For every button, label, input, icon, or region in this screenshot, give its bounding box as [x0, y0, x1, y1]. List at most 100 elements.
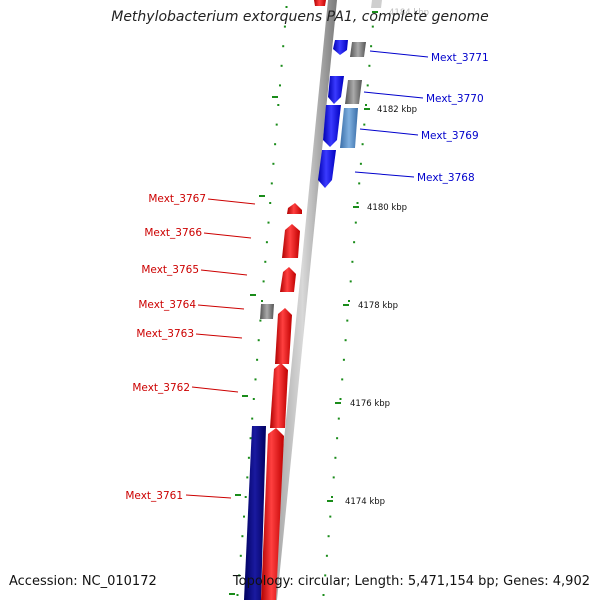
ruler-dot — [262, 280, 265, 283]
ruler-dot — [370, 45, 373, 48]
ruler-dot — [277, 104, 280, 106]
ruler-dot — [356, 202, 359, 204]
ruler-dots-inner — [236, 6, 288, 596]
ruler-dot — [251, 417, 254, 420]
genome-backbone — [268, 0, 337, 600]
ruler-dot — [282, 45, 285, 48]
ruler-major-ticks — [229, 11, 378, 595]
ruler-dot — [327, 535, 330, 538]
ruler-label-4182: 4182 kbp — [377, 105, 417, 115]
ruler-dot — [332, 476, 335, 479]
ruler-dot — [366, 84, 369, 87]
gene-mext-3764[interactable] — [260, 304, 274, 319]
topology-text: Topology: circular; Length: 5,471,154 bp… — [232, 574, 590, 589]
ruler-label-4184: 4184 kbp — [389, 8, 429, 18]
gene-mext-3762[interactable] — [270, 363, 288, 428]
ruler-dot — [283, 25, 286, 28]
ruler-dot — [267, 221, 270, 224]
gene-mext-3767[interactable] — [287, 203, 302, 214]
ruler-label-4176: 4176 kbp — [350, 399, 390, 409]
label-mext-3763[interactable]: Mext_3763 — [136, 328, 194, 340]
large-feature-block — [244, 426, 266, 600]
ruler-dot — [359, 162, 362, 165]
ruler-dot — [241, 535, 244, 538]
gene-mext-3769-b[interactable] — [340, 108, 358, 148]
ruler-dot — [280, 64, 283, 67]
ruler-dot — [353, 241, 356, 244]
ruler-dot — [334, 456, 337, 459]
ruler-dot — [238, 574, 241, 577]
gene-mext-3769[interactable] — [323, 105, 341, 147]
gene-mext-3761[interactable] — [261, 428, 284, 600]
ruler-dot — [279, 84, 281, 87]
ruler-label-4178: 4178 kbp — [358, 301, 398, 311]
ruler-dot — [247, 456, 250, 459]
gene-gray-top — [371, 0, 382, 8]
ruler-dot — [322, 594, 325, 596]
gene-top-partial[interactable] — [314, 0, 326, 6]
ruler-dots-outer — [322, 6, 376, 596]
label-mext-3767[interactable]: Mext_3767 — [148, 193, 206, 205]
genome-title: Methylobacterium extorquens PA1, complet… — [111, 9, 489, 25]
gene-mext-3766[interactable] — [282, 224, 300, 258]
label-mext-3770[interactable]: Mext_3770 — [426, 93, 484, 105]
ruler-dot — [246, 476, 249, 479]
label-mext-3765[interactable]: Mext_3765 — [141, 264, 199, 276]
label-mext-3771[interactable]: Mext_3771 — [431, 52, 489, 64]
ruler-dot — [358, 182, 361, 185]
ruler-dot — [264, 260, 267, 263]
gene-mext-3771[interactable] — [333, 40, 348, 55]
ruler-dot — [342, 358, 345, 361]
ruler-dot — [368, 64, 371, 67]
ruler-dot — [348, 300, 350, 302]
gene-mext-3765[interactable] — [280, 267, 296, 292]
uncharacterized-genes — [260, 0, 382, 319]
label-mext-3761[interactable]: Mext_3761 — [125, 490, 183, 502]
ruler-dot — [336, 437, 339, 440]
gene-gray-3770[interactable] — [345, 80, 362, 104]
ruler-dot — [259, 319, 262, 322]
gene-gray-3771[interactable] — [350, 42, 366, 57]
ruler-label-4180: 4180 kbp — [367, 203, 407, 213]
ruler-dot — [344, 339, 347, 342]
accession-text: Accession: NC_010172 — [9, 574, 157, 589]
ruler-dot — [331, 496, 333, 498]
ruler-dot — [239, 554, 242, 557]
ruler-dot — [243, 515, 245, 518]
label-mext-3766[interactable]: Mext_3766 — [144, 227, 202, 239]
ruler-dot — [257, 339, 260, 342]
ruler-dot — [269, 202, 272, 204]
ruler-dot — [274, 143, 277, 146]
label-mext-3764[interactable]: Mext_3764 — [138, 299, 196, 311]
ruler-dot — [351, 260, 354, 263]
label-mext-3762[interactable]: Mext_3762 — [132, 382, 190, 394]
ruler-label-4174: 4174 kbp — [345, 497, 385, 507]
ruler-dot — [325, 554, 328, 557]
ruler-dot — [265, 241, 268, 244]
gene-mext-3770[interactable] — [328, 76, 344, 104]
ruler-dot — [254, 378, 257, 381]
ruler-dot — [349, 280, 352, 283]
ruler-dot — [285, 6, 288, 8]
ruler-dot — [371, 25, 374, 28]
label-mext-3769[interactable]: Mext_3769 — [421, 130, 479, 142]
ruler-dot — [346, 319, 349, 322]
ruler-dot — [249, 437, 252, 440]
ruler-dot — [337, 417, 340, 420]
ruler-labels: 4184 kbp 4182 kbp 4180 kbp 4178 kbp 4176… — [345, 8, 429, 507]
ruler-dot — [329, 515, 332, 518]
label-mext-3768[interactable]: Mext_3768 — [417, 172, 475, 184]
gene-mext-3768[interactable] — [318, 150, 336, 188]
ruler-dot — [270, 182, 273, 185]
ruler-dot — [275, 123, 278, 126]
ruler-dot — [365, 104, 367, 106]
ruler-dot — [363, 123, 366, 126]
leader-lines — [185, 50, 429, 499]
ruler-dot — [252, 398, 255, 400]
gene-mext-3763[interactable] — [275, 308, 292, 364]
ruler-dot — [261, 300, 263, 302]
ruler-dot — [272, 162, 275, 165]
ruler-dot — [341, 378, 344, 381]
ruler-dot — [361, 143, 364, 146]
